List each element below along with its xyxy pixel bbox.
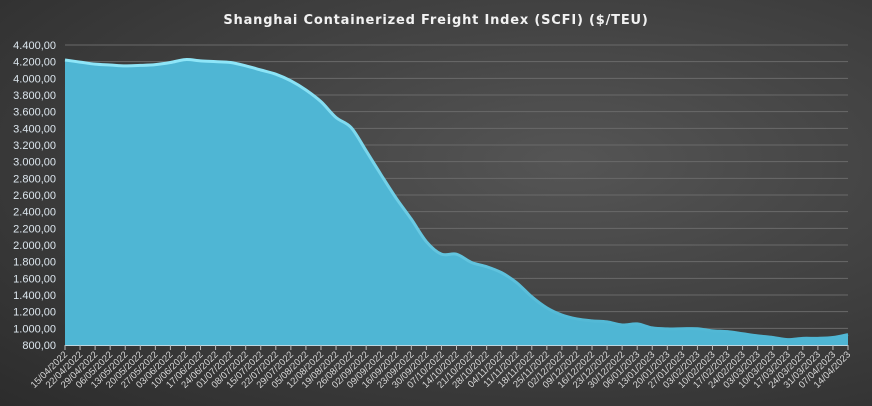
y-tick-label: 1.600,00 [13, 273, 56, 285]
series-line-scfi [64, 58, 849, 342]
y-tick-label: 1.200,00 [13, 307, 56, 319]
chart-title: Shanghai Containerized Freight Index (SC… [223, 13, 648, 28]
y-tick-label: 4.200,00 [13, 57, 56, 69]
y-tick-label: 3.200,00 [13, 140, 56, 152]
y-tick-label: 1.000,00 [13, 323, 56, 335]
y-tick-label: 3.600,00 [13, 107, 56, 119]
y-tick-label: 2.200,00 [13, 223, 56, 235]
y-tick-label: 3.400,00 [13, 123, 56, 135]
series-area-scfi [65, 59, 848, 345]
x-axis: 15/04/202222/04/202229/04/202206/05/2022… [29, 345, 853, 391]
y-tick-label: 3.000,00 [13, 157, 56, 169]
y-tick-label: 2.000,00 [13, 240, 56, 252]
y-axis: 800,00 1.000,00 1.200,00 1.400,00 1.600,00 1.… [13, 40, 56, 352]
y-tick-label: 4.400,00 [13, 40, 56, 52]
y-tick-label: 3.800,00 [13, 90, 56, 102]
y-tick-label: 1.800,00 [13, 257, 56, 269]
y-tick-label: 1.400,00 [13, 290, 56, 302]
y-tick-label: 4.000,00 [13, 73, 56, 85]
y-tick-label: 2.400,00 [13, 207, 56, 219]
y-tick-label: 800,00 [22, 340, 56, 352]
y-tick-label: 2.800,00 [13, 173, 56, 185]
plot-area [64, 58, 849, 346]
y-tick-label: 2.600,00 [13, 190, 56, 202]
